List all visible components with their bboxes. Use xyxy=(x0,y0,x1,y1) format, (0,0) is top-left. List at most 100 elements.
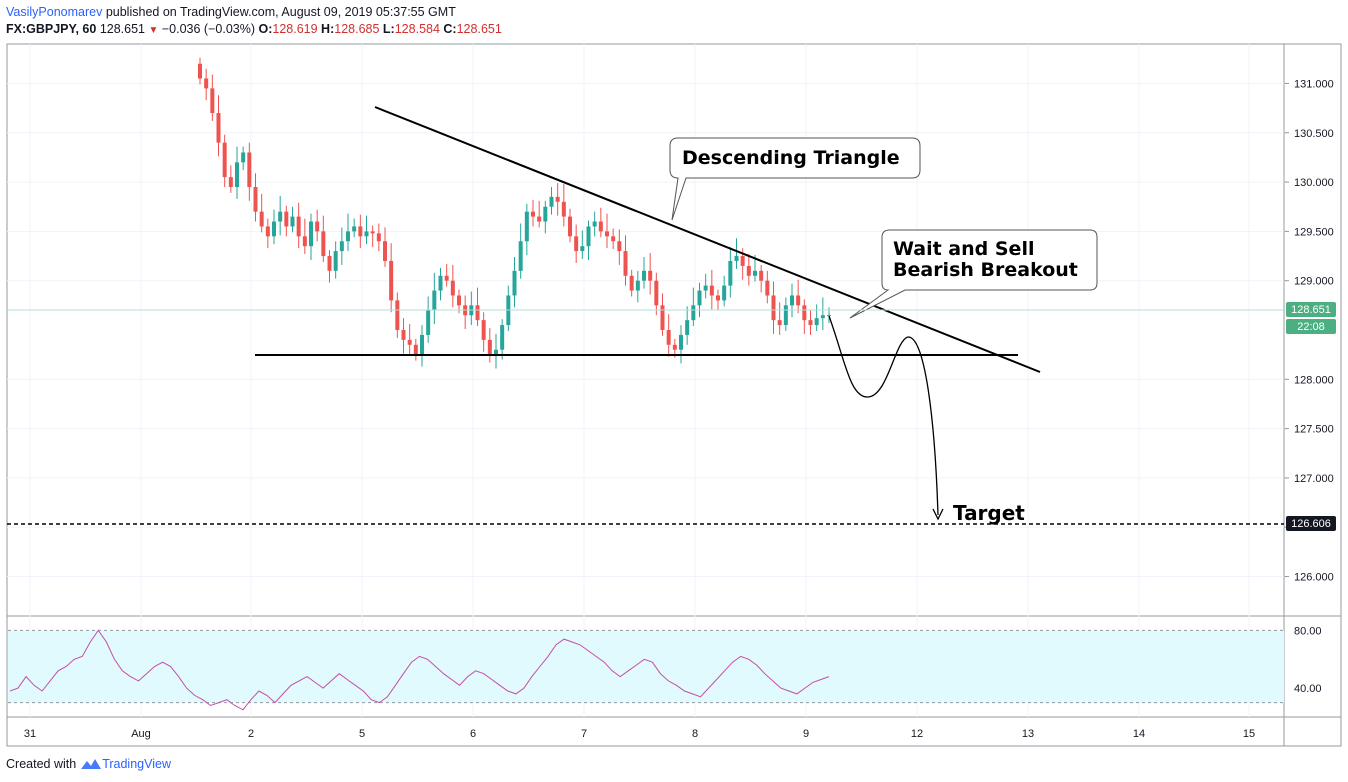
candle-body xyxy=(623,251,628,276)
candle xyxy=(309,213,313,260)
candle-body xyxy=(771,295,776,321)
candle-body xyxy=(376,233,381,242)
candle-body xyxy=(814,318,819,326)
published-text: published on TradingView.com, August 09,… xyxy=(105,5,456,19)
price-tick-label: 129.000 xyxy=(1294,276,1334,288)
candle xyxy=(796,279,801,314)
candle xyxy=(574,224,579,263)
price-tick-label: 129.500 xyxy=(1294,226,1334,238)
price-tick-label: 128.000 xyxy=(1294,374,1334,386)
candle xyxy=(370,225,375,248)
candle-body xyxy=(765,280,770,296)
candle xyxy=(259,193,264,233)
candle-body xyxy=(438,275,443,291)
candle-body xyxy=(457,295,461,306)
last-price-tag: 128.651 22:08 xyxy=(7,302,1336,334)
candle xyxy=(321,215,326,262)
candle-body xyxy=(666,330,671,345)
publish-info: VasilyPonomarev published on TradingView… xyxy=(6,5,456,19)
price-tick-label: 127.000 xyxy=(1294,473,1334,485)
descending-triangle-callout[interactable]: Descending Triangle xyxy=(669,137,921,221)
tradingview-brand[interactable]: TradingView xyxy=(80,757,171,771)
candle xyxy=(253,173,258,222)
callout-wait-and-sell: Wait and Sell xyxy=(893,238,1034,260)
symbol-label[interactable]: FX:GBPJPY, 60 xyxy=(6,22,97,36)
countdown-label: 22:08 xyxy=(1297,321,1325,333)
author-link[interactable]: VasilyPonomarev xyxy=(6,5,103,19)
candle xyxy=(734,238,739,269)
price-tick-label: 126.000 xyxy=(1294,572,1334,584)
candle-body xyxy=(210,88,215,114)
candle-body xyxy=(512,270,517,296)
candle xyxy=(703,273,708,299)
candle-body xyxy=(753,270,757,276)
candle-body xyxy=(574,236,579,252)
last-price: 128.651 xyxy=(99,22,145,36)
candle-body xyxy=(420,334,424,355)
candle xyxy=(481,312,486,352)
candle xyxy=(444,263,449,287)
candle xyxy=(716,289,720,311)
chart-frame xyxy=(6,43,1342,747)
candle-body xyxy=(487,339,492,355)
rsi-series xyxy=(9,629,830,711)
target-price-label: 126.606 xyxy=(1291,518,1331,530)
tradingview-brand-label: TradingView xyxy=(102,757,171,771)
price-tick-label: 130.000 xyxy=(1294,177,1334,189)
candle xyxy=(605,213,609,249)
candle-body xyxy=(358,226,363,237)
candle xyxy=(376,223,381,252)
candle xyxy=(265,218,270,249)
candle-body xyxy=(265,226,270,237)
candle-body xyxy=(339,241,344,252)
candle-body xyxy=(253,187,258,212)
candle-body xyxy=(783,305,788,326)
rsi-band xyxy=(8,629,1284,704)
wait-sell-callout[interactable]: Wait and Sell Bearish Breakout xyxy=(849,229,1098,319)
candle-body xyxy=(728,260,733,286)
candle xyxy=(290,206,295,233)
candle-body xyxy=(808,320,813,326)
candle-body xyxy=(413,344,418,355)
target-price-tag: 126.606 xyxy=(1286,516,1336,531)
price-change: −0.036 (−0.03%) xyxy=(161,22,255,36)
candle xyxy=(777,302,782,335)
candle-body xyxy=(383,241,387,261)
candle-body xyxy=(691,305,696,321)
candle xyxy=(339,227,344,265)
tradingview-logo-icon xyxy=(81,759,102,769)
candle xyxy=(802,299,807,334)
candle-body xyxy=(259,211,264,227)
target-text: Target xyxy=(953,501,1025,525)
time-tick-label: 9 xyxy=(803,728,809,740)
candle xyxy=(278,195,283,236)
high-value: 128.685 xyxy=(334,22,380,36)
candle-body xyxy=(586,226,591,247)
candle-body xyxy=(426,310,431,335)
candle-body xyxy=(228,177,233,187)
candle-body xyxy=(284,211,289,227)
candle xyxy=(512,257,517,308)
candle xyxy=(518,223,523,279)
candle-body xyxy=(321,231,326,257)
candle xyxy=(506,285,511,331)
candle-body xyxy=(679,334,683,350)
time-tick-label: Aug xyxy=(131,728,151,740)
time-tick-label: 15 xyxy=(1243,728,1255,740)
candle-body xyxy=(370,231,375,234)
candle-body xyxy=(543,206,548,222)
descending-trendline[interactable] xyxy=(374,106,1041,373)
candle-body xyxy=(617,241,622,252)
candle-body xyxy=(611,236,616,242)
candle-body xyxy=(531,211,535,217)
candle xyxy=(228,165,233,193)
candle-body xyxy=(500,325,505,350)
candle xyxy=(592,211,597,237)
projected-path[interactable] xyxy=(828,315,939,516)
candle xyxy=(438,267,443,301)
candle-body xyxy=(697,290,702,306)
price-tick-label: 130.500 xyxy=(1294,128,1334,140)
time-axis[interactable]: 31 Aug 2 5 6 7 8 9 12 13 14 15 xyxy=(24,728,1255,740)
footer: Created with TradingView xyxy=(6,757,171,771)
